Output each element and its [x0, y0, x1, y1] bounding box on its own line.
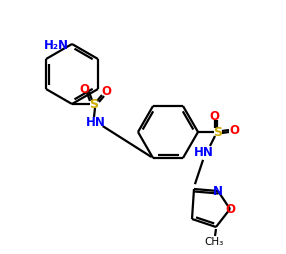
- Text: S: S: [90, 98, 98, 111]
- Text: HN: HN: [194, 146, 214, 159]
- Text: N: N: [213, 185, 223, 198]
- Text: O: O: [225, 203, 235, 216]
- Text: O: O: [229, 124, 239, 137]
- Text: HN: HN: [86, 116, 106, 129]
- Text: H₂N: H₂N: [44, 38, 69, 51]
- Text: O: O: [79, 82, 89, 95]
- Text: S: S: [214, 126, 223, 139]
- Text: O: O: [209, 109, 219, 122]
- Text: CH₃: CH₃: [204, 236, 224, 246]
- Text: O: O: [101, 84, 111, 97]
